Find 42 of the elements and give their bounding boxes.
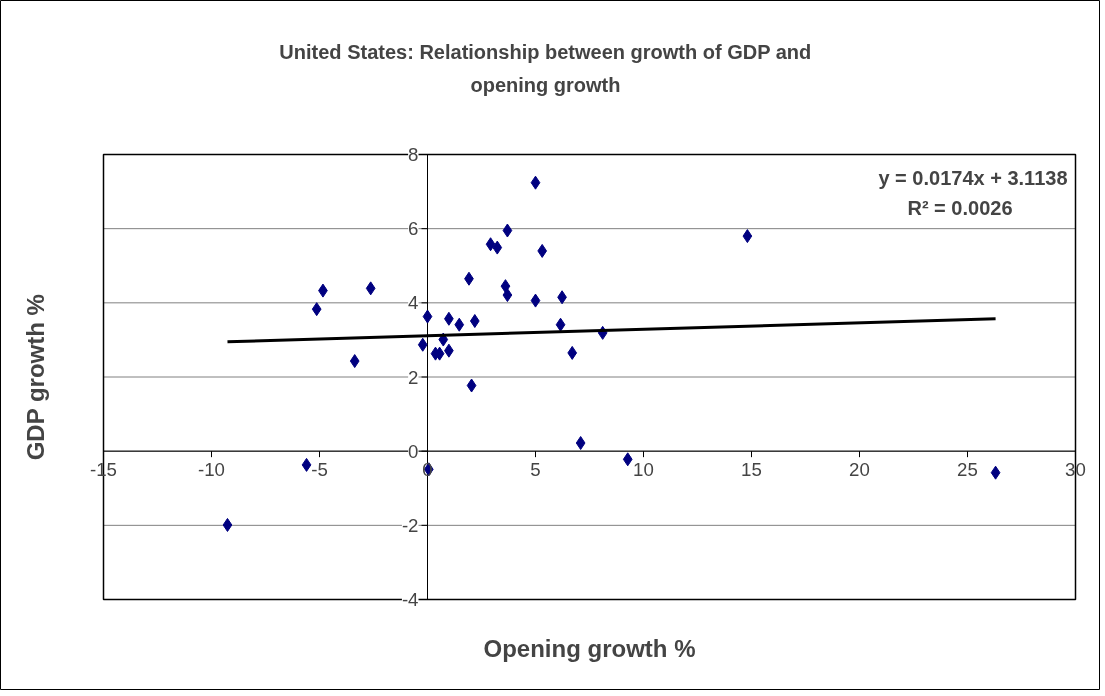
y-tick-label: -4	[401, 589, 419, 610]
x-tick-label: -10	[198, 459, 225, 481]
annotation: R² = 0.0026	[907, 196, 1013, 219]
x-tick-label: -5	[311, 459, 328, 481]
point	[492, 240, 503, 255]
point	[349, 354, 360, 369]
annotation: y = 0.0174x + 3.1138	[878, 166, 1068, 189]
x-tick-label: 15	[741, 459, 762, 481]
point	[422, 309, 433, 324]
y-tick-label: -2	[401, 514, 419, 536]
x-tick-label: 5	[530, 459, 541, 481]
point	[485, 237, 496, 252]
y-tick-label: 6	[408, 218, 419, 240]
y-axis-title: GDP growth %	[22, 294, 49, 461]
point	[537, 243, 548, 258]
point	[990, 465, 1001, 480]
y-tick-label: 4	[408, 292, 419, 314]
point	[567, 345, 578, 360]
x-axis-title: Opening growth %	[483, 635, 696, 662]
point	[742, 229, 753, 244]
point	[454, 317, 465, 332]
point	[555, 317, 566, 332]
point	[311, 302, 322, 317]
point	[575, 436, 586, 451]
point	[502, 223, 513, 238]
point	[365, 281, 376, 296]
point	[301, 457, 312, 472]
point	[417, 337, 428, 352]
point	[466, 378, 477, 393]
point	[502, 288, 513, 303]
point	[469, 314, 480, 328]
point	[530, 293, 541, 308]
y-tick-label: 2	[408, 366, 419, 388]
x-tick-label: 25	[957, 459, 978, 481]
y-tick-label: 0	[408, 440, 419, 462]
chart-title: United States: Relationship between growth of GDP and opening growth	[279, 40, 812, 96]
point	[530, 175, 541, 190]
point	[622, 452, 633, 467]
y-tick-label: 8	[408, 144, 419, 165]
x-tick-label: 10	[633, 459, 654, 481]
point	[222, 517, 233, 532]
x-tick-label: 20	[849, 459, 870, 481]
